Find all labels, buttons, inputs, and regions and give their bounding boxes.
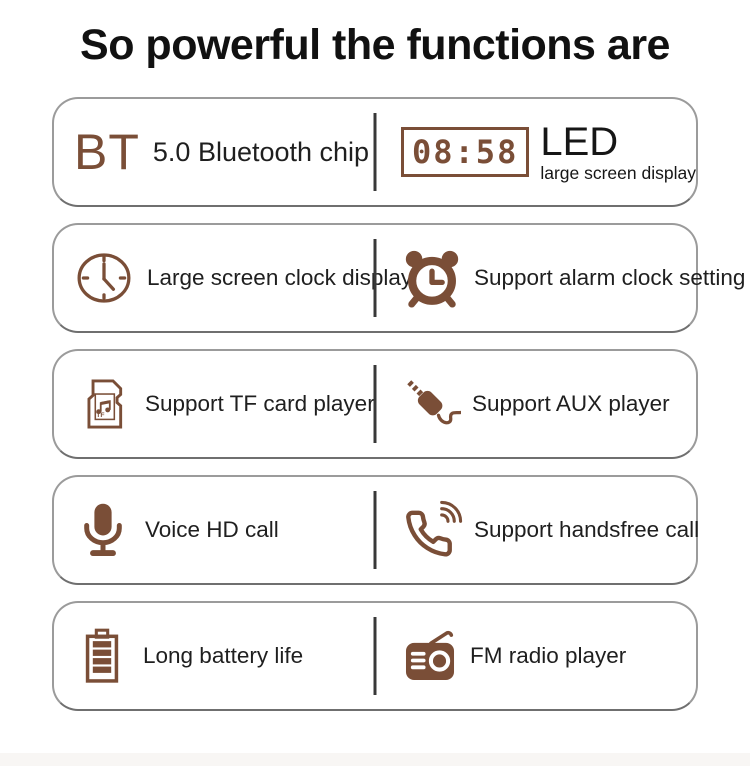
bt-logo: BT — [74, 124, 140, 181]
fm-radio-icon — [405, 631, 455, 681]
feature-label: FM radio player — [470, 643, 627, 669]
led-text: LED large screen display — [540, 121, 696, 184]
feature-cell-fm-radio: FM radio player — [375, 603, 696, 709]
feature-label: 5.0 Bluetooth chip — [152, 136, 370, 167]
feature-label: Support handsfree call — [474, 517, 700, 543]
feature-cell-voice: Voice HD call — [54, 477, 375, 583]
divider — [373, 365, 377, 444]
led-title: LED — [540, 119, 619, 164]
feature-label: Support TF card player — [145, 391, 375, 417]
alarm-clock-icon — [405, 251, 459, 308]
feature-cell-led-display: 08:58 LED large screen display — [375, 99, 696, 205]
feature-cell-aux: Support AUX player — [375, 351, 696, 457]
feature-cell-handsfree: Support handsfree call — [375, 477, 700, 583]
feature-label: Support alarm clock setting — [474, 265, 746, 291]
battery-icon — [85, 628, 119, 683]
feature-rows: BT 5.0 Bluetooth chip 08:58 LED large sc… — [0, 97, 750, 712]
aux-plug-icon — [407, 380, 461, 425]
feature-row-tf-aux: TF Support TF card player Support AUX pl… — [52, 349, 698, 460]
bottom-band — [0, 753, 750, 766]
feature-label: large screen display — [540, 162, 696, 183]
feature-row-bluetooth-led: BT 5.0 Bluetooth chip 08:58 LED large sc… — [52, 97, 698, 208]
tf-card-icon: TF — [87, 379, 123, 429]
feature-cell-clock: Large screen clock display — [54, 225, 412, 331]
divider — [373, 617, 377, 696]
tf-card-icon-label: TF — [96, 412, 104, 419]
page-title: So powerful the functions are — [80, 21, 670, 69]
clock-icon — [77, 253, 131, 303]
divider — [373, 491, 377, 570]
microphone-icon — [84, 504, 122, 557]
divider — [373, 239, 377, 318]
feature-label: Large screen clock display — [147, 265, 413, 291]
feature-label: Long battery life — [143, 643, 304, 669]
feature-row-clock-alarm: Large screen clock display Support alarm… — [52, 223, 745, 334]
divider — [373, 113, 377, 192]
feature-cell-battery: Long battery life — [54, 603, 375, 709]
feature-label: Voice HD call — [145, 517, 279, 543]
feature-cell-tf-card: TF Support TF card player — [54, 351, 375, 457]
phone-handsfree-icon — [406, 501, 463, 557]
feature-cell-bluetooth: BT 5.0 Bluetooth chip — [54, 99, 375, 205]
feature-label: Support AUX player — [472, 391, 670, 417]
feature-row-voice-handsfree: Voice HD call Support handsfree call — [52, 475, 700, 586]
product-feature-infographic: { "header": { "title": "So powerful the … — [0, 16, 750, 766]
led-time: 08:58 — [412, 133, 519, 172]
feature-row-battery-fm: Long battery life FM radio player — [52, 601, 698, 712]
feature-cell-alarm: Support alarm clock setting — [375, 225, 745, 331]
led-clock-display: 08:58 — [401, 127, 530, 178]
